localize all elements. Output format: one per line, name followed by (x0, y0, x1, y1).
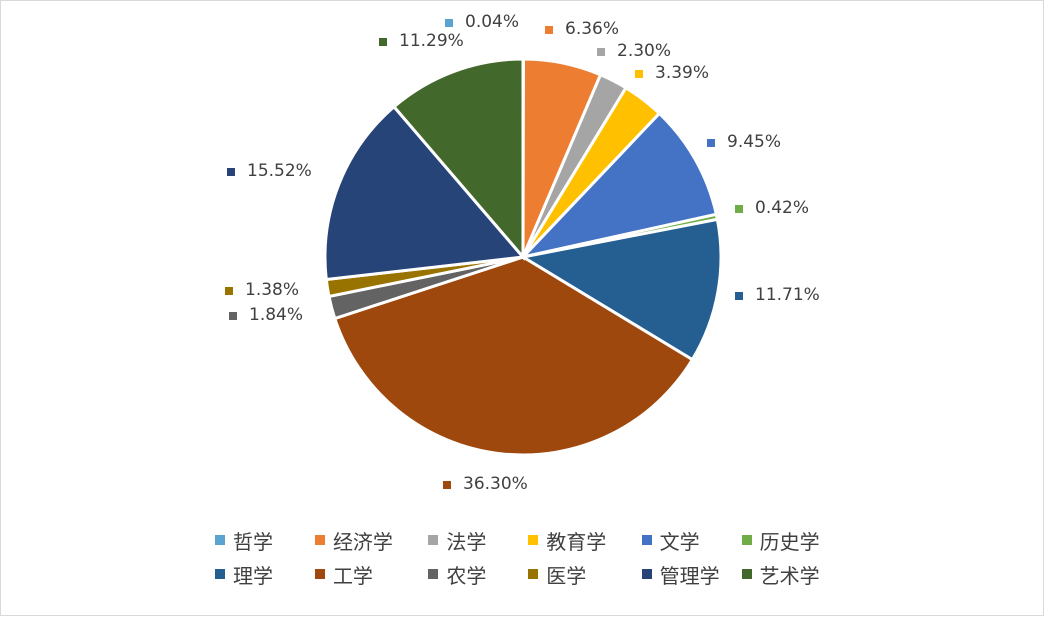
data-label: 3.39% (635, 63, 709, 83)
data-label: 15.52% (227, 161, 312, 181)
legend-item-economics: 经济学 (315, 526, 428, 555)
data-label-text: 9.45% (727, 132, 781, 152)
data-label-text: 1.84% (249, 305, 303, 325)
data-label: 36.30% (443, 474, 528, 494)
legend-swatch (428, 569, 438, 579)
legend-swatch (528, 569, 538, 579)
legend-item-agriculture: 农学 (428, 560, 528, 589)
data-label-text: 15.52% (247, 161, 312, 181)
data-label: 11.71% (735, 285, 820, 305)
legend-row-1: 哲学 经济学 法学 教育学 文学 历史学 (215, 523, 855, 557)
data-label-marker (545, 26, 553, 34)
legend-item-philosophy: 哲学 (215, 526, 315, 555)
data-label-marker (229, 312, 237, 320)
legend-item-management: 管理学 (642, 560, 742, 589)
data-label-marker (445, 19, 453, 27)
data-label-text: 36.30% (463, 474, 528, 494)
legend-item-law: 法学 (428, 526, 528, 555)
legend-swatch (428, 535, 438, 545)
data-label-marker (227, 168, 235, 176)
data-label-marker (735, 205, 743, 213)
legend-swatch (215, 535, 225, 545)
legend-item-science: 理学 (215, 560, 315, 589)
data-label-text: 6.36% (565, 19, 619, 39)
legend-label: 法学 (446, 526, 486, 555)
legend-item-engineering: 工学 (315, 560, 428, 589)
legend-label: 经济学 (333, 526, 393, 555)
data-label-text: 1.38% (245, 280, 299, 300)
legend-label: 哲学 (233, 526, 273, 555)
legend-item-history: 历史学 (742, 526, 855, 555)
legend-item-literature: 文学 (642, 526, 742, 555)
data-label-marker (379, 38, 387, 46)
data-label: 1.38% (225, 280, 299, 300)
data-label: 0.42% (735, 198, 809, 218)
legend-row-2: 理学 工学 农学 医学 管理学 艺术学 (215, 557, 855, 591)
legend-swatch (528, 535, 538, 545)
legend-swatch (742, 535, 752, 545)
legend-label: 工学 (333, 560, 373, 589)
legend-item-art: 艺术学 (742, 560, 855, 589)
legend-label: 理学 (233, 560, 273, 589)
legend-label: 医学 (546, 560, 586, 589)
legend-item-education: 教育学 (528, 526, 641, 555)
data-label-marker (225, 287, 233, 295)
data-label-text: 11.71% (755, 285, 820, 305)
data-label-marker (735, 292, 743, 300)
data-label: 9.45% (707, 132, 781, 152)
data-label-text: 0.04% (465, 12, 519, 32)
data-label-marker (443, 481, 451, 489)
legend-swatch (742, 569, 752, 579)
data-label-marker (635, 70, 643, 78)
legend-label: 农学 (446, 560, 486, 589)
legend-swatch (642, 569, 652, 579)
legend-swatch (315, 569, 325, 579)
legend-label: 文学 (660, 526, 700, 555)
data-label: 0.04% (445, 12, 519, 32)
legend-swatch (642, 535, 652, 545)
legend-label: 艺术学 (760, 560, 820, 589)
data-label: 2.30% (597, 41, 671, 61)
legend-item-medicine: 医学 (528, 560, 641, 589)
legend-label: 教育学 (546, 526, 606, 555)
data-label-marker (707, 139, 715, 147)
data-label-text: 3.39% (655, 63, 709, 83)
legend-label: 历史学 (760, 526, 820, 555)
data-label-text: 0.42% (755, 198, 809, 218)
legend: 哲学 经济学 法学 教育学 文学 历史学 (215, 523, 855, 591)
data-label-text: 11.29% (399, 31, 464, 51)
data-label: 6.36% (545, 19, 619, 39)
data-label-marker (597, 48, 605, 56)
legend-swatch (315, 535, 325, 545)
data-label: 1.84% (229, 305, 303, 325)
legend-label: 管理学 (660, 560, 720, 589)
legend-swatch (215, 569, 225, 579)
data-label: 11.29% (379, 31, 464, 51)
data-label-text: 2.30% (617, 41, 671, 61)
